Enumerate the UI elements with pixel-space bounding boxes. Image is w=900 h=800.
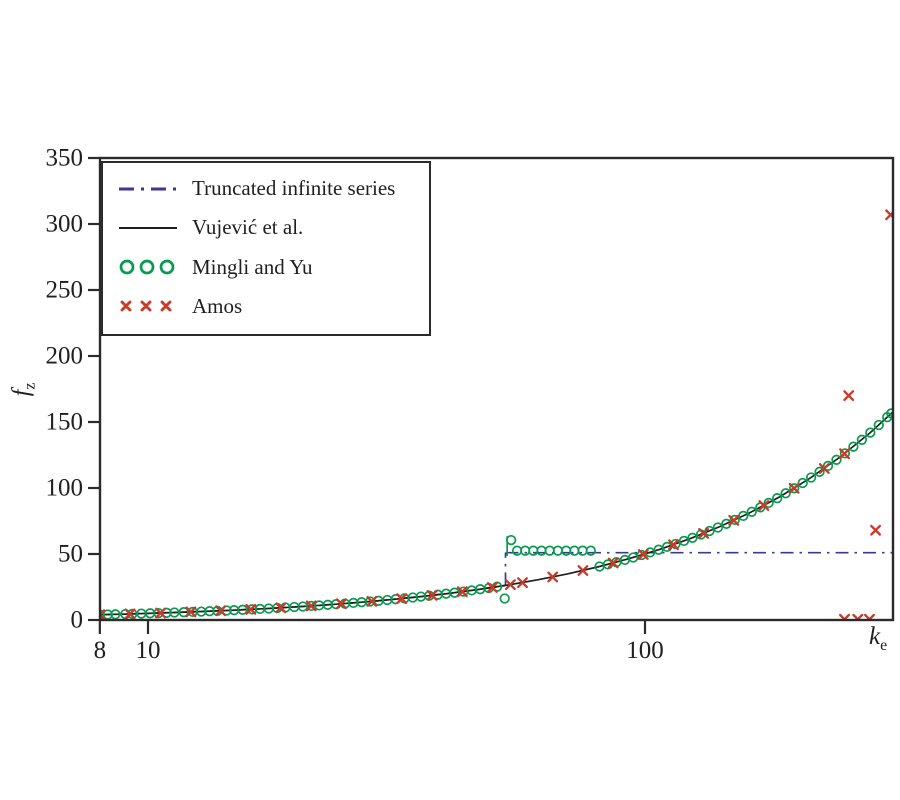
legend-item-truncated-series: Truncated infinite series [117,172,429,206]
y-tick-label: 250 [46,277,84,304]
legend-label: Amos [192,293,243,318]
legend-item-vujevic: Vujević et al. [117,211,429,245]
y-axis-label: fz [8,382,39,397]
y-tick-label: 200 [46,343,84,370]
y-tick-label: 0 [71,607,84,634]
plot-frame [98,156,895,622]
legend-label: Vujević et al. [192,215,304,240]
x-axis-label: ke [869,623,888,654]
x-crosses-icon [120,300,172,312]
y-axis: 0 50 100 150 200 250 300 350 [46,145,100,634]
y-tick-label: 150 [46,409,84,436]
y-tick-label: 100 [46,475,84,502]
x-tick-label: 100 [626,637,664,664]
legend: Truncated infinite series Vujević et al.… [101,161,431,336]
y-tick-label: 300 [46,211,84,238]
x-tick-label: 10 [136,637,161,664]
x-axis: 8 10 100 [94,620,664,664]
legend-label: Truncated infinite series [192,176,396,201]
legend-label: Mingli and Yu [192,254,313,279]
solid-line-icon [119,226,177,229]
legend-item-mingli: Mingli and Yu [117,250,429,284]
y-tick-label: 350 [46,145,84,172]
series-mingli-and-yu [100,408,893,620]
series-amos [100,209,893,621]
x-tick-label: 8 [94,637,107,664]
y-tick-label: 50 [58,541,83,568]
open-circles-icon [119,259,175,275]
dashdot-line-icon [119,187,177,191]
series-layer [100,209,893,621]
legend-item-amos: Amos [117,289,429,323]
